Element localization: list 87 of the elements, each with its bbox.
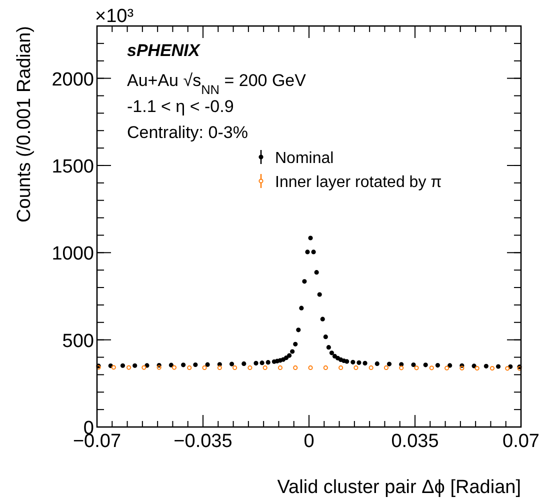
point bbox=[414, 366, 419, 370]
point bbox=[254, 360, 258, 366]
point bbox=[368, 365, 374, 370]
annotation: sPHENIX bbox=[127, 41, 202, 60]
point bbox=[308, 365, 313, 370]
point bbox=[132, 363, 138, 368]
x-tick-label: 0 bbox=[304, 431, 314, 452]
point bbox=[205, 362, 210, 367]
point bbox=[338, 365, 344, 370]
point bbox=[460, 366, 464, 370]
point bbox=[386, 362, 392, 366]
point bbox=[354, 365, 358, 370]
legend-label: Nominal bbox=[275, 150, 334, 167]
y-tick-label: 1500 bbox=[52, 156, 94, 178]
point bbox=[187, 365, 192, 370]
y-axis-title: Counts (/0.001 Radian) bbox=[14, 26, 35, 222]
point bbox=[193, 362, 198, 368]
point bbox=[362, 360, 368, 366]
point bbox=[284, 355, 289, 360]
point bbox=[266, 360, 270, 365]
point bbox=[142, 365, 146, 370]
point bbox=[290, 349, 295, 354]
point bbox=[126, 365, 132, 370]
point bbox=[344, 359, 350, 364]
point bbox=[374, 361, 380, 366]
point bbox=[448, 363, 452, 368]
point bbox=[156, 365, 162, 370]
point bbox=[314, 270, 319, 275]
point bbox=[168, 362, 174, 368]
point bbox=[172, 365, 177, 370]
point bbox=[287, 353, 292, 358]
point bbox=[293, 342, 298, 346]
point bbox=[496, 364, 501, 369]
point bbox=[326, 345, 331, 350]
point bbox=[293, 365, 298, 370]
legend-label: Inner layer rotated by π bbox=[275, 174, 442, 191]
point bbox=[429, 366, 434, 370]
point bbox=[181, 362, 186, 368]
point bbox=[260, 360, 264, 366]
point bbox=[242, 361, 246, 366]
point bbox=[323, 365, 328, 370]
point bbox=[411, 362, 416, 368]
point bbox=[384, 365, 389, 370]
point bbox=[435, 362, 440, 368]
point bbox=[474, 366, 480, 371]
y-tick-label: 500 bbox=[62, 330, 94, 352]
point bbox=[317, 292, 322, 297]
point bbox=[232, 365, 238, 370]
x-tick-label: 0.07 bbox=[502, 431, 540, 452]
point bbox=[302, 279, 307, 284]
point bbox=[120, 363, 126, 368]
point bbox=[278, 365, 283, 370]
annotation: -1.1 < η < -0.9 bbox=[127, 97, 234, 116]
point bbox=[308, 236, 313, 240]
annotation: Au+Au √s$_{NN}$ = 200 GeV bbox=[127, 71, 307, 96]
annotation: ×10³ bbox=[95, 6, 134, 27]
y-tick-label: 2000 bbox=[52, 69, 94, 90]
point bbox=[444, 366, 450, 370]
point bbox=[305, 250, 310, 254]
point bbox=[320, 316, 325, 322]
annotation: Centrality: 0-3% bbox=[127, 123, 248, 142]
point bbox=[490, 366, 495, 371]
point bbox=[350, 360, 356, 364]
point bbox=[399, 366, 404, 370]
point bbox=[217, 365, 222, 370]
point bbox=[323, 334, 328, 340]
point bbox=[423, 362, 428, 368]
x-tick-label: −0.035 bbox=[174, 431, 232, 452]
x-axis-title: Valid cluster pair Δϕ [Radian] bbox=[277, 477, 521, 498]
point bbox=[296, 328, 301, 332]
point bbox=[111, 365, 116, 370]
point bbox=[144, 363, 150, 368]
point bbox=[262, 365, 268, 370]
point bbox=[484, 364, 488, 368]
x-tick-label: 0.035 bbox=[391, 431, 439, 452]
point bbox=[248, 365, 252, 370]
point bbox=[332, 354, 338, 359]
point bbox=[229, 362, 234, 366]
point bbox=[508, 364, 513, 369]
point bbox=[356, 360, 362, 365]
point bbox=[505, 366, 510, 371]
point bbox=[329, 350, 334, 356]
y-tick-label: 1000 bbox=[52, 244, 94, 265]
point bbox=[202, 365, 207, 370]
point bbox=[299, 306, 304, 310]
point bbox=[311, 250, 316, 254]
point bbox=[472, 364, 476, 368]
